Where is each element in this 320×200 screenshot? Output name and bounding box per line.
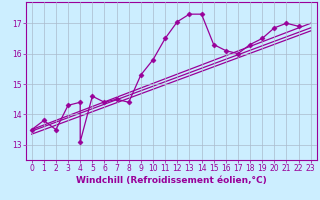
X-axis label: Windchill (Refroidissement éolien,°C): Windchill (Refroidissement éolien,°C) (76, 176, 267, 185)
